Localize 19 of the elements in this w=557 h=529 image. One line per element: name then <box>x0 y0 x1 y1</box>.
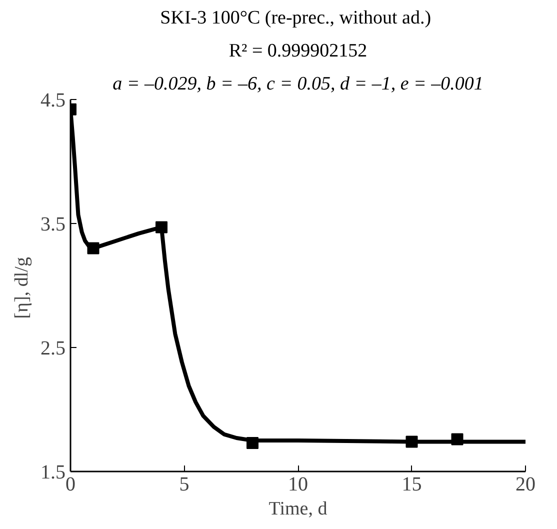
x-tick-label: 10 <box>288 474 308 496</box>
y-axis-title: [η], dl/g <box>12 256 32 319</box>
x-axis-title: Time, d <box>268 498 328 520</box>
x-tick-label: 20 <box>516 474 536 496</box>
y-tick-label: 1.5 <box>40 462 66 484</box>
point <box>406 436 418 448</box>
x-tick-label: 0 <box>66 474 76 496</box>
y-tick-label: 4.5 <box>40 90 66 112</box>
y-tick-label: 3.5 <box>40 214 66 236</box>
text: a = –0.029, b = –6, c = 0.05, d = –1, e = –0.001 <box>112 74 484 94</box>
chart-subtitle: R² = 0.999902152 <box>228 40 368 62</box>
y-tick-label: 2.5 <box>40 338 66 360</box>
point <box>87 242 100 254</box>
chart-title: SKI-3 100°C (re-prec., without ad.) <box>160 8 432 28</box>
point <box>156 221 168 234</box>
point <box>451 433 464 446</box>
point <box>246 436 258 449</box>
x-tick-label: 5 <box>179 474 190 496</box>
x-tick-label: 15 <box>402 474 422 496</box>
